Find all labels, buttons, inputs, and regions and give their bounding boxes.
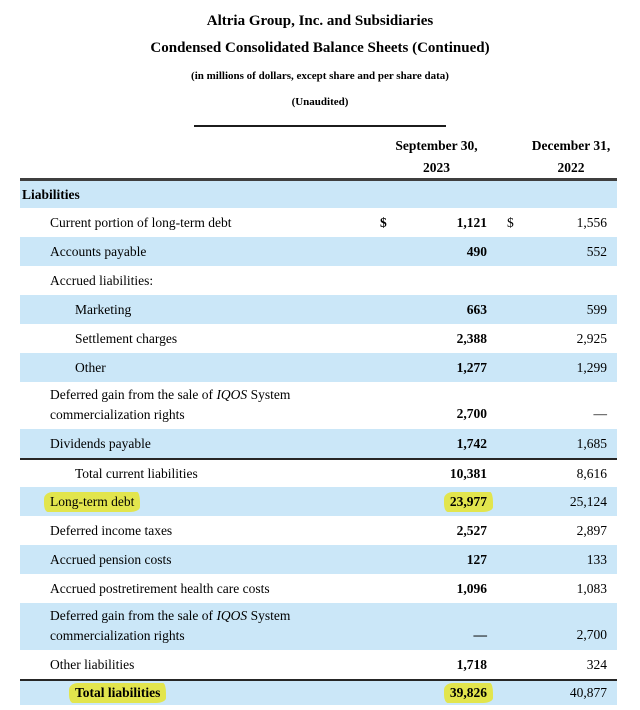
- balance-sheet-table: Liabilities Current portion of long-term …: [20, 181, 617, 705]
- row-label: Dividends payable: [50, 435, 151, 451]
- table-row: Deferred income taxes 2,527 2,897: [20, 516, 617, 545]
- table-row: Total current liabilities 10,381 8,616: [20, 458, 617, 487]
- row-label: Accrued liabilities:: [50, 272, 154, 288]
- value-2022: 25,124: [569, 493, 607, 509]
- row-label: Long-term debt: [20, 491, 380, 512]
- column-header-2022: December 31, 2022: [525, 135, 617, 178]
- table-row: Accrued pension costs 127 133: [20, 545, 617, 574]
- column-header-2023: September 30, 2023: [380, 135, 493, 178]
- value-2022: 1,299: [576, 359, 607, 375]
- label-highlight: Long-term debt: [44, 491, 141, 512]
- row-label: Accrued pension costs: [50, 551, 172, 567]
- row-label: Accounts payable: [50, 243, 147, 259]
- table-row: Deferred gain from the sale of IQOS Syst…: [20, 382, 617, 429]
- table-row: Marketing 663 599: [20, 295, 617, 324]
- table-row: Other 1,277 1,299: [20, 353, 617, 382]
- value-2023: 10,381: [449, 465, 487, 481]
- value-2022: 324: [586, 656, 607, 672]
- value-2023: 490: [466, 243, 487, 259]
- row-label: Deferred gain from the sale of IQOS Syst…: [50, 387, 291, 422]
- value-2023: 663: [466, 301, 487, 317]
- statement-title: Condensed Consolidated Balance Sheets (C…: [150, 40, 490, 56]
- table-row: Liabilities: [20, 181, 617, 208]
- column-header-2023-line2: 2023: [423, 160, 450, 175]
- table-row: Long-term debt 23,977 25,124: [20, 487, 617, 516]
- value-2023: 1,121: [456, 214, 487, 230]
- column-header-2022-line1: December 31,: [531, 138, 611, 153]
- currency-symbol-2022: [507, 424, 525, 429]
- company-title: Altria Group, Inc. and Subsidiaries: [206, 13, 434, 29]
- column-header-2022-line2: 2022: [557, 160, 585, 175]
- row-label: Settlement charges: [75, 330, 178, 346]
- row-label: Current portion of long-term debt: [50, 214, 232, 230]
- column-headers: September 30, 2023 December 31, 2022: [20, 135, 617, 181]
- table-row: Accrued postretirement health care costs…: [20, 574, 617, 603]
- value-2023: 1,742: [456, 435, 487, 451]
- value-2022: 1,685: [576, 435, 607, 451]
- value-2022: 599: [586, 301, 607, 317]
- row-label: Other liabilities: [50, 656, 135, 672]
- units-note: (in millions of dollars, except share an…: [191, 70, 449, 82]
- document-header: Altria Group, Inc. and Subsidiaries Cond…: [0, 0, 640, 127]
- value-2023: 39,826: [398, 683, 493, 703]
- table-row: Current portion of long-term debt $1,121 $…: [20, 208, 617, 237]
- value-2022: 40,877: [569, 685, 607, 700]
- currency-symbol-2022: $: [507, 214, 514, 230]
- column-header-2023-line1: September 30,: [395, 138, 478, 153]
- value-2023: 1,096: [456, 580, 487, 596]
- value-2023: 127: [466, 551, 487, 567]
- value-highlight: 23,977: [443, 491, 493, 512]
- row-label: Other: [75, 359, 106, 375]
- value-2022: 133: [586, 551, 607, 567]
- row-label: Total current liabilities: [75, 465, 198, 481]
- row-label: Accrued postretirement health care costs: [50, 580, 270, 596]
- table-row: Dividends payable 1,742 1,685: [20, 429, 617, 458]
- unaudited-note: (Unaudited): [291, 96, 349, 108]
- table-row: Settlement charges 2,388 2,925: [20, 324, 617, 353]
- row-label: Deferred gain from the sale of IQOS Syst…: [50, 608, 291, 643]
- currency-symbol-2023: $: [380, 214, 387, 230]
- table-row: Total liabilities 39,826 40,877: [20, 679, 617, 705]
- currency-symbol-2023: [380, 645, 398, 650]
- currency-symbol-2022: [507, 645, 525, 650]
- value-2022: 552: [586, 243, 607, 259]
- table-row: Deferred gain from the sale of IQOS Syst…: [20, 603, 617, 650]
- value-2023: 2,527: [456, 522, 487, 538]
- value-2022: 2,925: [576, 330, 607, 346]
- value-2022: 1,556: [576, 214, 607, 230]
- value-2022: 2,700: [576, 627, 607, 642]
- row-label: Liabilities: [22, 186, 80, 202]
- value-2023: 1,718: [456, 656, 487, 672]
- value-highlight: 39,826: [443, 683, 493, 703]
- value-2022: 2,897: [576, 522, 607, 538]
- row-label: Deferred income taxes: [50, 522, 173, 538]
- value-2023: 23,977: [398, 491, 493, 512]
- value-2023: 2,700: [456, 406, 487, 421]
- currency-symbol-2023: [380, 424, 398, 429]
- value-2022: 1,083: [576, 580, 607, 596]
- row-label: Total liabilities: [20, 683, 380, 703]
- value-2023: 2,388: [456, 330, 487, 346]
- table-row: Accrued liabilities:: [20, 266, 617, 295]
- column-header-spacer: [20, 135, 380, 178]
- label-highlight: Total liabilities: [69, 683, 167, 703]
- table-row: Other liabilities 1,718 324: [20, 650, 617, 679]
- value-2023: —: [473, 627, 488, 642]
- value-2022: 8,616: [576, 465, 607, 481]
- header-divider-line: [194, 125, 446, 127]
- value-2023: 1,277: [456, 359, 487, 375]
- row-label: Marketing: [75, 301, 132, 317]
- table-row: Accounts payable 490 552: [20, 237, 617, 266]
- value-2022: —: [593, 406, 608, 421]
